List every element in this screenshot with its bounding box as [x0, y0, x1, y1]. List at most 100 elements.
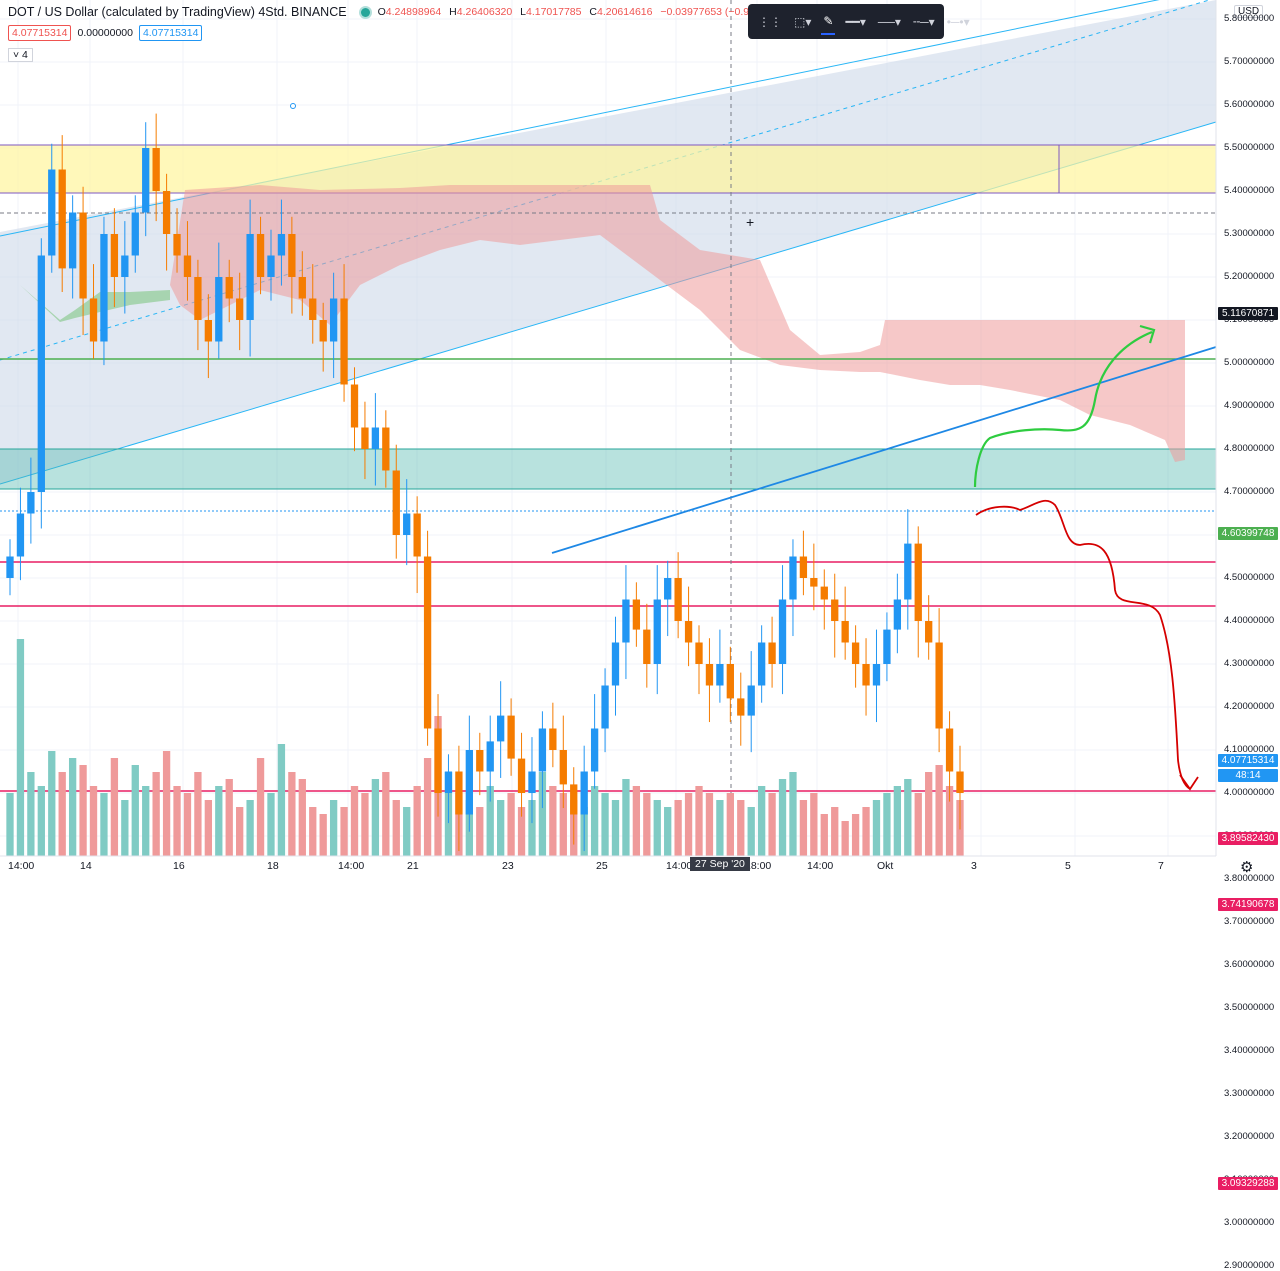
candle-body[interactable]	[319, 320, 327, 342]
candle-body[interactable]	[747, 685, 755, 716]
candle-body[interactable]	[695, 642, 703, 665]
candle-body[interactable]	[851, 642, 860, 665]
candle-body[interactable]	[737, 698, 745, 716]
currency-button[interactable]: USD	[1234, 5, 1264, 18]
candle-body[interactable]	[872, 664, 881, 686]
candle-body[interactable]	[883, 629, 891, 664]
chart-canvas[interactable]: +	[0, 0, 1280, 876]
candle-body[interactable]	[37, 255, 45, 493]
candle-body[interactable]	[789, 556, 797, 600]
candle-body[interactable]	[664, 578, 672, 600]
line-style-icon[interactable]: ━━▾	[845, 14, 866, 29]
candle-body[interactable]	[58, 169, 66, 269]
candle-body[interactable]	[726, 664, 734, 699]
candle-body[interactable]	[893, 599, 902, 630]
candle-body[interactable]	[392, 470, 400, 536]
candle-body[interactable]	[507, 715, 515, 759]
candle-body[interactable]	[225, 277, 233, 299]
candle-body[interactable]	[444, 771, 453, 794]
candle-body[interactable]	[799, 556, 808, 579]
candle-body[interactable]	[131, 212, 139, 256]
candle-body[interactable]	[79, 212, 87, 299]
candle-body[interactable]	[152, 148, 160, 191]
candle-body[interactable]	[403, 513, 411, 536]
candle-body[interactable]	[590, 728, 599, 772]
candle-body[interactable]	[89, 298, 98, 342]
candle-body[interactable]	[528, 771, 536, 794]
candle-body[interactable]	[643, 629, 651, 664]
candle-body[interactable]	[423, 556, 432, 729]
candle-body[interactable]	[757, 642, 766, 686]
candle-body[interactable]	[831, 599, 839, 622]
candle-body[interactable]	[476, 750, 484, 772]
candle-body[interactable]	[810, 578, 818, 587]
candle-body[interactable]	[215, 277, 223, 342]
candle-body[interactable]	[246, 234, 254, 320]
candle-body[interactable]	[288, 234, 296, 277]
candle-body[interactable]	[768, 642, 776, 665]
candle-body[interactable]	[121, 255, 129, 278]
candle-body[interactable]	[340, 298, 348, 385]
candle-body[interactable]	[413, 513, 421, 557]
dash-icon[interactable]: ╌─▾	[912, 14, 935, 29]
candle-body[interactable]	[632, 599, 641, 630]
candle-body[interactable]	[862, 664, 870, 686]
candle-body[interactable]	[601, 685, 609, 729]
candle-body[interactable]	[350, 384, 359, 428]
pen-icon[interactable]: ✎	[821, 9, 836, 35]
dots-icon[interactable]: •─•▾	[946, 14, 970, 29]
candle-body[interactable]	[841, 621, 849, 643]
candle-body[interactable]	[298, 277, 306, 299]
candle-body[interactable]	[778, 599, 787, 665]
candle-body[interactable]	[6, 556, 14, 579]
candle-body[interactable]	[945, 728, 954, 772]
drag-handle-icon[interactable]: ⋮⋮	[758, 14, 782, 29]
candle-body[interactable]	[194, 277, 202, 320]
candle-body[interactable]	[925, 621, 933, 643]
bearish-forecast-arrow[interactable]	[975, 499, 1191, 790]
candle-body[interactable]	[142, 148, 150, 213]
candle-body[interactable]	[486, 741, 494, 772]
line-width-icon[interactable]: ──▾	[877, 14, 901, 29]
candle-body[interactable]	[622, 599, 630, 643]
candle-body[interactable]	[684, 621, 693, 643]
candle-body[interactable]	[256, 234, 265, 277]
candle-body[interactable]	[329, 298, 338, 342]
candle-body[interactable]	[517, 758, 526, 793]
candle-body[interactable]	[68, 212, 77, 269]
candle-body[interactable]	[549, 728, 557, 751]
candle-body[interactable]	[277, 234, 286, 256]
candle-body[interactable]	[716, 664, 724, 686]
candle-body[interactable]	[904, 543, 912, 600]
bullish-forecast-arrow[interactable]	[973, 330, 1153, 488]
candle-body[interactable]	[497, 715, 505, 742]
candle-body[interactable]	[455, 771, 463, 815]
candle-body[interactable]	[538, 728, 547, 772]
candle-body[interactable]	[820, 586, 828, 600]
candle-body[interactable]	[361, 427, 369, 450]
candle-body[interactable]	[956, 771, 964, 794]
candle-body[interactable]	[27, 492, 35, 514]
settings-gear-icon[interactable]: ⚙	[1240, 859, 1254, 876]
indicators-collapse-button[interactable]: ˅ 4	[8, 48, 33, 62]
candle-body[interactable]	[914, 543, 922, 621]
candle-body[interactable]	[183, 255, 192, 278]
candle-body[interactable]	[653, 599, 661, 665]
drawing-anchor-handle[interactable]	[290, 103, 296, 109]
candle-body[interactable]	[674, 578, 682, 621]
candle-body[interactable]	[110, 234, 119, 277]
candle-body[interactable]	[611, 642, 620, 686]
candle-body[interactable]	[173, 234, 181, 256]
candle-body[interactable]	[570, 784, 578, 815]
candle-body[interactable]	[465, 750, 473, 815]
candle-body[interactable]	[705, 664, 714, 686]
candle-body[interactable]	[236, 298, 244, 321]
candle-body[interactable]	[309, 298, 317, 321]
candle-body[interactable]	[16, 513, 25, 557]
candle-body[interactable]	[580, 771, 588, 815]
candle-body[interactable]	[434, 728, 442, 794]
selection-icon[interactable]: ⬚▾	[794, 14, 812, 29]
candle-body[interactable]	[371, 427, 380, 450]
candle-body[interactable]	[382, 427, 390, 471]
candle-body[interactable]	[204, 320, 213, 342]
